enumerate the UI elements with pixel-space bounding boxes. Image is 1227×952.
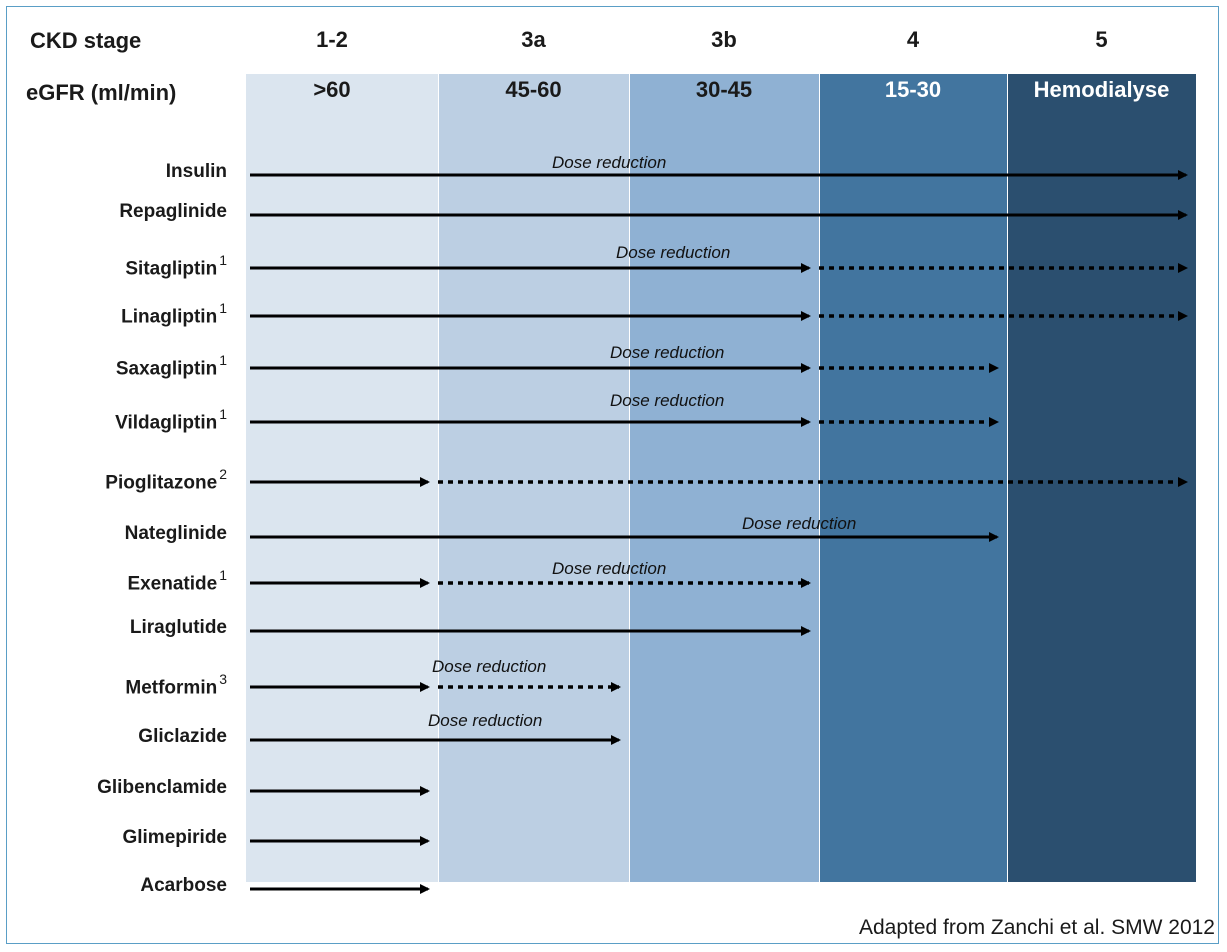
drug-name: Pioglitazone [105, 472, 218, 494]
stage-band-3b [629, 74, 819, 882]
egfr-range-label: 15-30 [884, 77, 942, 102]
ckd-stage-header: CKD stage [30, 28, 142, 53]
stage-band-5 [1007, 74, 1196, 882]
egfr-range-label: 30-45 [695, 77, 753, 102]
drug-label: Pioglitazone 2 [105, 466, 227, 494]
egfr-range-label: >60 [313, 77, 351, 102]
drug-name: Nateglinide [124, 523, 227, 544]
drug-name: Sitagliptin [125, 258, 218, 280]
drug-footnote-marker: 1 [219, 406, 227, 422]
drug-name: Gliclazide [138, 726, 227, 747]
drug-label: Metformin 3 [125, 671, 227, 699]
band-divider [819, 74, 820, 882]
drug-label: Saxagliptin 1 [115, 352, 227, 380]
drug-label: Sitagliptin 1 [125, 252, 227, 280]
dose-reduction-note: Dose reduction [610, 343, 725, 362]
figure-frame [6, 6, 1219, 944]
drug-label: Glibenclamide [97, 777, 227, 799]
stage-label: 4 [906, 27, 920, 52]
dose-reduction-note: Dose reduction [610, 391, 725, 410]
drug-label: Liraglutide [130, 617, 227, 639]
drug-name: Repaglinide [119, 201, 227, 222]
drug-footnote-marker: 1 [219, 300, 227, 316]
band-divider [1007, 74, 1008, 882]
drug-footnote-marker: 3 [219, 671, 227, 687]
dose-reduction-note: Dose reduction [552, 153, 667, 172]
stage-label: 5 [1095, 27, 1108, 52]
dose-reduction-note: Dose reduction [742, 514, 857, 533]
drug-label: Repaglinide [119, 201, 227, 223]
drug-footnote-marker: 1 [219, 352, 227, 368]
drug-name: Metformin [125, 677, 218, 699]
band-divider [438, 74, 439, 882]
drug-label: Insulin [166, 161, 227, 183]
drug-label: Acarbose [140, 875, 227, 897]
stage-band-1-2 [246, 74, 438, 882]
drug-footnote-marker: 1 [219, 252, 227, 268]
stage-band-3a [438, 74, 629, 882]
drug-name: Glibenclamide [97, 777, 227, 798]
drug-label: Gliclazide [138, 726, 227, 748]
dose-reduction-note: Dose reduction [428, 711, 543, 730]
drug-label: Glimepiride [122, 827, 227, 849]
drug-label: Linagliptin 1 [121, 300, 227, 328]
drug-name: Linagliptin [121, 306, 218, 328]
stage-label: 3a [521, 27, 546, 52]
drug-name: Exenatide [127, 573, 218, 595]
drug-label: Exenatide 1 [127, 567, 227, 595]
egfr-header: eGFR (ml/min) [26, 80, 177, 105]
drug-label: Nateglinide [125, 523, 227, 545]
dose-reduction-note: Dose reduction [432, 657, 547, 676]
dose-reduction-note: Dose reduction [616, 243, 731, 262]
source-credit: Adapted from Zanchi et al. SMW 2012 [858, 916, 1215, 939]
dose-reduction-note: Dose reduction [552, 559, 667, 578]
stage-label: 1-2 [316, 27, 348, 52]
stage-band-4 [819, 74, 1007, 882]
egfr-range-label: Hemodialyse [1033, 77, 1170, 102]
drug-name: Liraglutide [129, 617, 227, 638]
drug-name: Saxagliptin [115, 358, 218, 380]
band-divider [629, 74, 630, 882]
drug-label: Vildagliptin 1 [115, 406, 227, 434]
drug-footnote-marker: 1 [219, 567, 227, 583]
drug-name: Insulin [165, 161, 227, 182]
drug-name: Acarbose [140, 875, 227, 896]
drug-name: Vildagliptin [115, 412, 218, 434]
stage-label: 3b [711, 27, 737, 52]
drug-name: Glimepiride [122, 827, 227, 848]
egfr-range-label: 45-60 [505, 77, 562, 102]
drug-footnote-marker: 2 [219, 466, 227, 482]
